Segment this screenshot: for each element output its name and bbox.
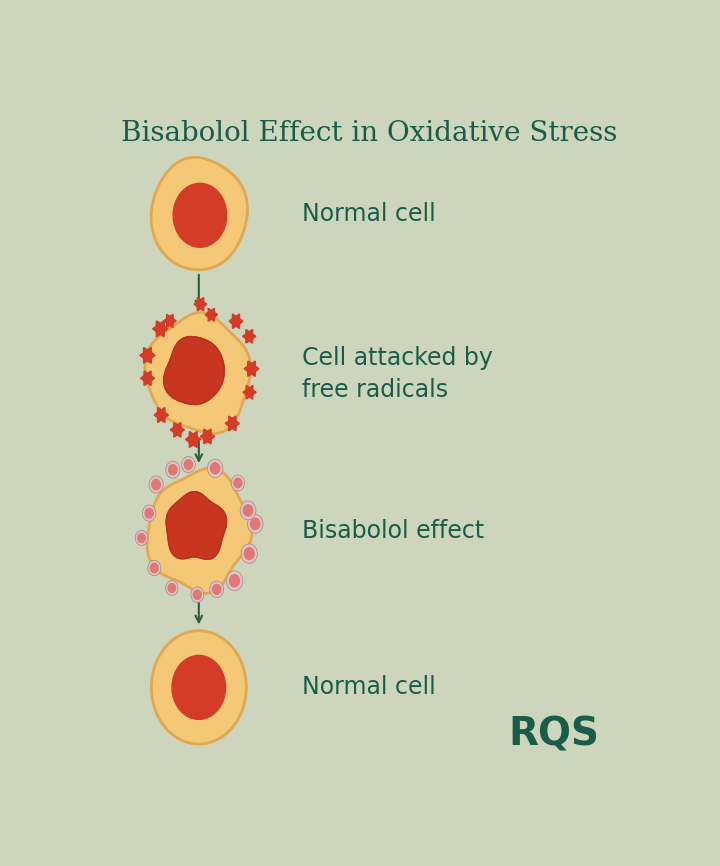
Circle shape (207, 459, 223, 477)
Circle shape (143, 505, 156, 521)
Circle shape (226, 571, 243, 591)
Polygon shape (186, 431, 201, 448)
Text: Bisabolol effect: Bisabolol effect (302, 519, 485, 543)
Polygon shape (171, 423, 184, 437)
Circle shape (166, 317, 174, 325)
Circle shape (197, 300, 204, 308)
Circle shape (234, 478, 242, 488)
Circle shape (228, 419, 236, 428)
Polygon shape (163, 337, 224, 404)
Circle shape (150, 564, 158, 572)
Polygon shape (244, 361, 259, 377)
Polygon shape (243, 329, 256, 343)
Circle shape (156, 324, 164, 334)
Polygon shape (140, 371, 155, 385)
Circle shape (194, 590, 202, 599)
Polygon shape (243, 385, 256, 399)
Polygon shape (200, 429, 215, 444)
Circle shape (172, 656, 225, 720)
Circle shape (148, 560, 161, 576)
Circle shape (138, 533, 145, 542)
Polygon shape (166, 492, 227, 559)
Circle shape (149, 476, 163, 493)
Polygon shape (229, 314, 243, 328)
Circle shape (248, 364, 256, 373)
Circle shape (152, 480, 161, 489)
Circle shape (166, 580, 178, 596)
Polygon shape (205, 308, 217, 321)
Circle shape (246, 332, 253, 340)
Circle shape (204, 432, 212, 441)
Circle shape (143, 351, 152, 360)
Circle shape (181, 456, 195, 473)
Circle shape (231, 475, 245, 491)
Circle shape (157, 410, 166, 420)
Circle shape (244, 548, 254, 559)
Circle shape (168, 584, 176, 592)
Circle shape (241, 544, 257, 564)
Polygon shape (194, 298, 207, 311)
Circle shape (212, 585, 221, 594)
Circle shape (232, 317, 240, 326)
Circle shape (208, 311, 215, 319)
Circle shape (184, 460, 192, 469)
Text: RQS: RQS (508, 715, 600, 753)
Circle shape (248, 514, 263, 533)
Circle shape (210, 462, 220, 474)
Text: Cell attacked by
free radicals: Cell attacked by free radicals (302, 346, 493, 402)
Text: Normal cell: Normal cell (302, 202, 436, 226)
Circle shape (189, 435, 197, 444)
Circle shape (168, 465, 177, 475)
Polygon shape (163, 314, 176, 327)
Circle shape (191, 587, 204, 603)
Text: Bisabolol Effect in Oxidative Stress: Bisabolol Effect in Oxidative Stress (121, 120, 617, 147)
Polygon shape (154, 408, 168, 423)
Circle shape (210, 581, 224, 598)
Circle shape (135, 531, 148, 546)
Circle shape (166, 462, 180, 478)
Circle shape (151, 630, 246, 744)
Circle shape (144, 373, 151, 383)
Circle shape (246, 388, 253, 397)
Polygon shape (151, 158, 248, 269)
Polygon shape (225, 416, 240, 430)
Polygon shape (153, 321, 168, 337)
Text: Normal cell: Normal cell (302, 675, 436, 700)
Circle shape (145, 508, 153, 518)
Circle shape (230, 575, 240, 587)
Circle shape (174, 425, 181, 435)
Circle shape (251, 518, 260, 529)
Polygon shape (140, 347, 155, 364)
Circle shape (240, 501, 256, 520)
Polygon shape (147, 469, 252, 593)
Circle shape (243, 505, 253, 516)
Circle shape (173, 184, 227, 248)
Polygon shape (145, 313, 251, 434)
